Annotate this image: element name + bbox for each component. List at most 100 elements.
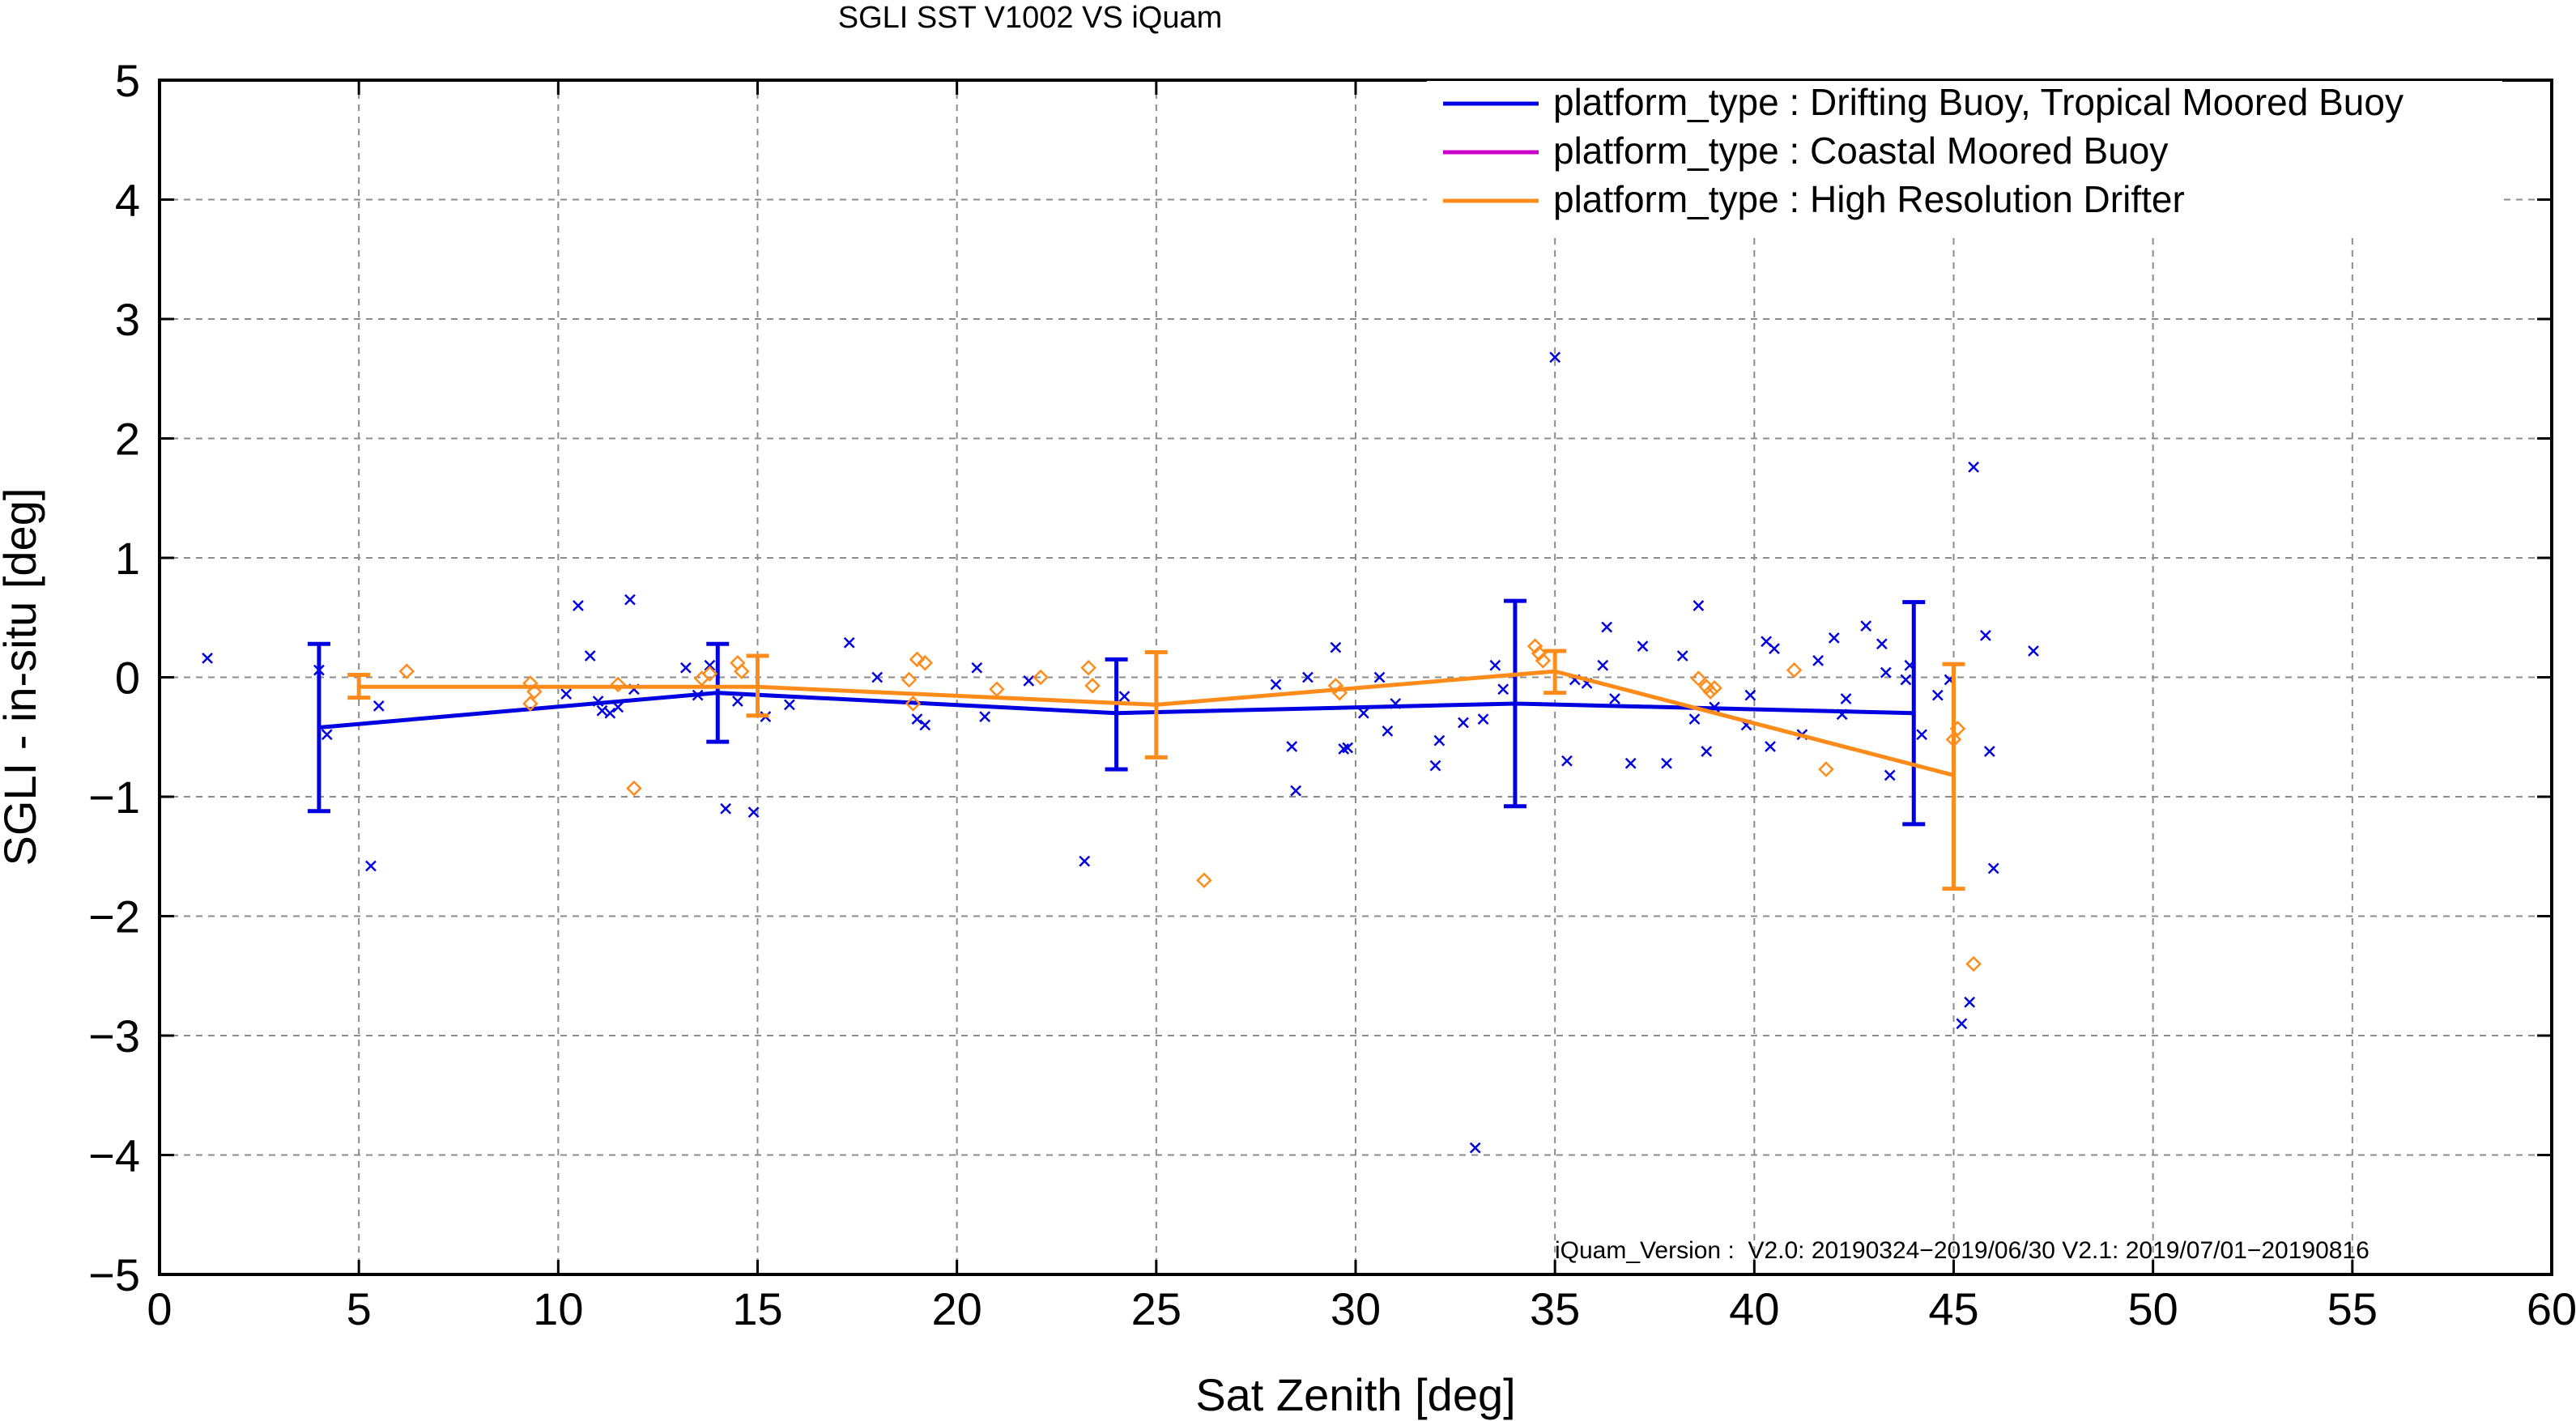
data-point-drifting-buoy (1983, 746, 1995, 757)
data-point-high-resolution-drifter (1526, 638, 1543, 654)
y-tick-label: 0 (115, 653, 140, 704)
data-point-high-resolution-drifter (734, 663, 750, 679)
data-point-drifting-buoy (1968, 462, 1980, 473)
data-point-drifting-buoy (1302, 671, 1314, 683)
y-tick-label: 5 (115, 55, 140, 106)
data-point-high-resolution-drifter (1702, 683, 1718, 700)
iquam-version-annotation: iQuam_Version : V2.0: 20190324−2019/06/3… (1555, 1237, 2369, 1264)
data-point-drifting-buoy (1561, 755, 1573, 767)
data-point-drifting-buoy (1549, 351, 1561, 364)
data-point-drifting-buoy (1744, 689, 1756, 701)
data-point-drifting-buoy (1023, 675, 1035, 687)
data-point-drifting-buoy (573, 600, 584, 611)
data-point-drifting-buoy (1828, 632, 1840, 644)
y-tick-label: −1 (88, 772, 140, 823)
data-point-high-resolution-drifter (1535, 653, 1552, 669)
data-point-drifting-buoy (1860, 620, 1872, 632)
y-tick-label: 3 (115, 294, 140, 345)
data-point-high-resolution-drifter (1818, 761, 1834, 777)
data-point-drifting-buoy (1357, 707, 1369, 719)
data-point-drifting-buoy (1980, 629, 1991, 641)
data-point-high-resolution-drifter (526, 683, 543, 700)
data-point-drifting-buoy (321, 729, 333, 741)
data-point-drifting-buoy (971, 662, 983, 674)
data-point-drifting-buoy (1469, 1142, 1481, 1154)
data-point-drifting-buoy (1880, 666, 1892, 679)
data-point-high-resolution-drifter (1965, 955, 1982, 972)
y-tick-label: 4 (115, 175, 140, 226)
legend: platform_type : Drifting Buoy, Tropical … (1427, 81, 2502, 233)
data-point-drifting-buoy (596, 704, 608, 717)
x-tick-label: 20 (932, 1283, 982, 1334)
data-point-drifting-buoy (202, 653, 213, 664)
data-point-drifting-buoy (1458, 717, 1469, 729)
data-point-drifting-buoy (584, 650, 596, 662)
data-point-drifting-buoy (1624, 757, 1637, 769)
data-point-drifting-buoy (747, 806, 760, 819)
y-tick-label: −5 (88, 1249, 140, 1300)
data-point-drifting-buoy (1079, 855, 1091, 867)
data-point-high-resolution-drifter (1196, 872, 1212, 889)
data-point-drifting-buoy (1118, 691, 1130, 702)
grid (160, 80, 2552, 1274)
data-point-high-resolution-drifter (1327, 678, 1344, 694)
y-tick-label: 2 (115, 414, 140, 465)
data-point-drifting-buoy (1330, 641, 1342, 653)
data-point-high-resolution-drifter (1786, 662, 1803, 679)
data-point-high-resolution-drifter (901, 671, 918, 688)
x-tick-label: 45 (1928, 1283, 1978, 1334)
series-high-resolution-drifter (347, 638, 1982, 972)
chart-title: SGLI SST V1002 VS iQuam (838, 1, 1223, 35)
data-point-drifting-buoy (1637, 640, 1649, 653)
data-point-drifting-buoy (1429, 759, 1441, 772)
y-axis-label: SGLI - in-situ [deg] (0, 488, 45, 866)
data-point-drifting-buoy (784, 699, 795, 711)
y-tick-label: −2 (88, 891, 140, 942)
data-point-drifting-buoy (1688, 713, 1701, 725)
data-point-drifting-buoy (1900, 674, 1912, 686)
data-point-drifting-buoy (1270, 679, 1282, 691)
x-axis-label: Sat Zenith [deg] (1195, 1369, 1515, 1420)
data-point-drifting-buoy (1609, 693, 1620, 704)
data-point-high-resolution-drifter (398, 663, 415, 679)
data-point-drifting-buoy (1477, 713, 1489, 725)
data-point-drifting-buoy (604, 707, 616, 719)
data-point-drifting-buoy (1286, 741, 1298, 752)
data-point-drifting-buoy (704, 659, 716, 671)
data-point-drifting-buoy (1840, 693, 1852, 704)
data-point-drifting-buoy (1812, 654, 1824, 666)
x-tick-label: 35 (1530, 1283, 1580, 1334)
series-drifting-buoy (202, 351, 2039, 1154)
data-point-drifting-buoy (1597, 659, 1609, 671)
data-point-drifting-buoy (911, 713, 923, 725)
legend-label-high-resolution-drifter: platform_type : High Resolution Drifter (1553, 178, 2185, 220)
legend-label-drifting-buoy: platform_type : Drifting Buoy, Tropical … (1553, 81, 2404, 123)
data-point-drifting-buoy (1769, 643, 1780, 654)
data-point-high-resolution-drifter (905, 696, 922, 712)
data-point-drifting-buoy (871, 671, 884, 683)
data-point-drifting-buoy (1497, 683, 1509, 696)
data-point-high-resolution-drifter (1084, 678, 1101, 694)
x-tick-label: 5 (347, 1283, 372, 1334)
data-point-high-resolution-drifter (701, 666, 718, 682)
x-tick-label: 60 (2527, 1283, 2576, 1334)
legend-label-coastal-moored-buoy: platform_type : Coastal Moored Buoy (1553, 130, 2168, 172)
data-point-drifting-buoy (1931, 689, 1944, 701)
data-point-drifting-buoy (720, 802, 731, 815)
data-point-drifting-buoy (612, 701, 624, 713)
data-point-drifting-buoy (365, 860, 377, 872)
data-point-drifting-buoy (1701, 746, 1713, 757)
data-point-drifting-buoy (1987, 862, 1999, 874)
data-point-high-resolution-drifter (1033, 669, 1049, 686)
data-point-drifting-buoy (679, 662, 692, 674)
data-point-drifting-buoy (624, 594, 636, 606)
x-tick-label: 30 (1331, 1283, 1381, 1334)
data-point-drifting-buoy (1692, 600, 1705, 611)
data-point-drifting-buoy (919, 719, 931, 731)
data-point-drifting-buoy (1382, 725, 1394, 737)
data-point-drifting-buoy (1956, 1018, 1968, 1030)
y-tick-label: 1 (115, 533, 140, 584)
legend-box (1427, 81, 2502, 233)
data-point-drifting-buoy (1916, 729, 1927, 741)
